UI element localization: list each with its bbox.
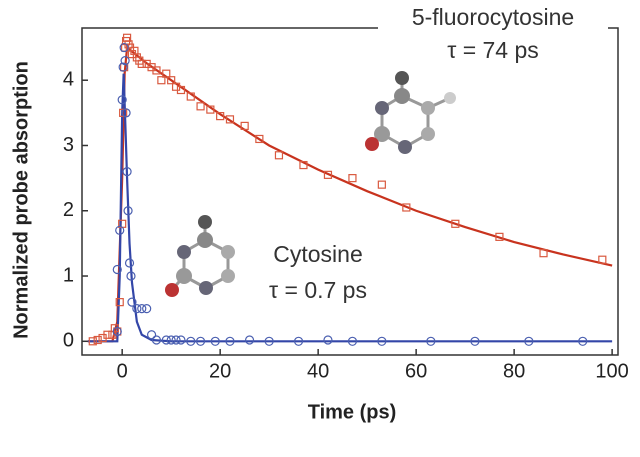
data-point [120, 56, 130, 66]
data-point [103, 330, 112, 339]
data-point [176, 335, 186, 345]
data-point [112, 326, 122, 337]
data-point [377, 180, 386, 189]
data-point [578, 336, 588, 346]
x-tick-label: 20 [209, 360, 231, 382]
data-point [126, 271, 136, 281]
data-point [115, 298, 124, 307]
data-point [470, 336, 480, 346]
x-tick-label: 80 [503, 360, 525, 382]
data-point [598, 255, 607, 264]
label-backdrop [378, 6, 608, 32]
data-point [142, 304, 152, 314]
data-point [123, 206, 133, 216]
data-point [240, 121, 249, 131]
plot-frame [81, 27, 619, 356]
data-point [127, 297, 137, 307]
data-point [206, 105, 215, 114]
data-point [216, 112, 225, 121]
y-tick-label: 4 [63, 68, 74, 90]
data-point [196, 102, 205, 111]
data-point [195, 336, 206, 346]
data-point [132, 304, 142, 314]
data-point [137, 59, 146, 68]
data-point [119, 42, 129, 53]
data-point [293, 336, 304, 346]
x-tick-label: 60 [405, 360, 427, 382]
x-tick-label: 40 [307, 360, 329, 382]
data-point [115, 225, 125, 235]
fit-line [87, 73, 613, 343]
data-point [117, 95, 127, 105]
x-tick-label: 100 [595, 360, 628, 382]
data-point [323, 170, 333, 179]
series-label: Cytosine [273, 241, 362, 267]
data-point [121, 108, 131, 118]
data-point [93, 335, 102, 345]
data-point [122, 166, 132, 177]
data-point [157, 76, 166, 85]
molecule-5fc [365, 71, 456, 154]
data-point [451, 219, 460, 228]
data-point [347, 336, 358, 346]
annotation: τ = 74 ps [447, 37, 539, 63]
data-point [210, 336, 220, 346]
data-point [176, 85, 186, 95]
data-point [152, 66, 161, 75]
data-point [299, 160, 308, 170]
data-point [166, 335, 176, 345]
y-axis-label: Normalized probe absorption [10, 61, 32, 339]
data-point [124, 258, 135, 268]
data-point [167, 76, 176, 85]
data-point [377, 336, 387, 346]
data-point [264, 336, 274, 346]
data-point [539, 249, 548, 258]
data-point [402, 203, 411, 212]
y-tick-label: 3 [63, 134, 74, 156]
data-point [112, 264, 122, 275]
data-point [495, 232, 504, 241]
y-tick-label: 0 [63, 330, 74, 352]
data-point [88, 337, 97, 346]
y-tick-label: 1 [63, 264, 74, 286]
x-axis-label: Time (ps) [308, 401, 397, 423]
data-point [162, 69, 171, 78]
data-point [225, 336, 235, 346]
data-point [348, 174, 357, 183]
data-point [186, 92, 195, 101]
data-point [161, 335, 171, 345]
data-point [137, 304, 147, 314]
data-point [323, 335, 333, 345]
data-point [524, 336, 534, 346]
y-tick-label: 2 [63, 199, 74, 221]
data-point [274, 151, 284, 160]
data-point [118, 62, 128, 72]
data-point [225, 115, 235, 124]
data-point [151, 335, 162, 345]
molecule-cytosine [165, 215, 235, 297]
annotation: τ = 0.7 ps [269, 277, 367, 303]
data-point [146, 330, 157, 340]
x-tick-label: 0 [117, 360, 128, 382]
data-point [171, 335, 181, 345]
data-point [244, 335, 255, 345]
data-point [255, 134, 264, 144]
series-label: 5-fluorocytosine [412, 4, 574, 30]
data-point [186, 336, 196, 346]
data-point [426, 336, 436, 346]
